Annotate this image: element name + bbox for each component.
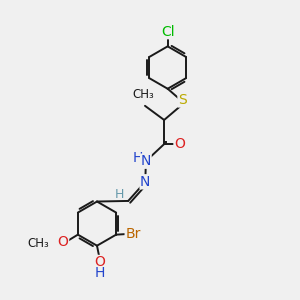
Text: O: O [58, 235, 69, 249]
Text: Cl: Cl [161, 25, 175, 39]
Text: Br: Br [125, 227, 141, 241]
Text: N: N [140, 175, 151, 189]
Text: N: N [141, 154, 151, 168]
Text: H: H [132, 151, 143, 165]
Text: O: O [94, 256, 105, 269]
Text: CH₃: CH₃ [28, 237, 49, 250]
Text: H: H [115, 188, 124, 201]
Text: CH₃: CH₃ [133, 88, 154, 101]
Text: O: O [174, 137, 185, 151]
Text: S: S [178, 93, 187, 107]
Text: H: H [94, 266, 104, 280]
